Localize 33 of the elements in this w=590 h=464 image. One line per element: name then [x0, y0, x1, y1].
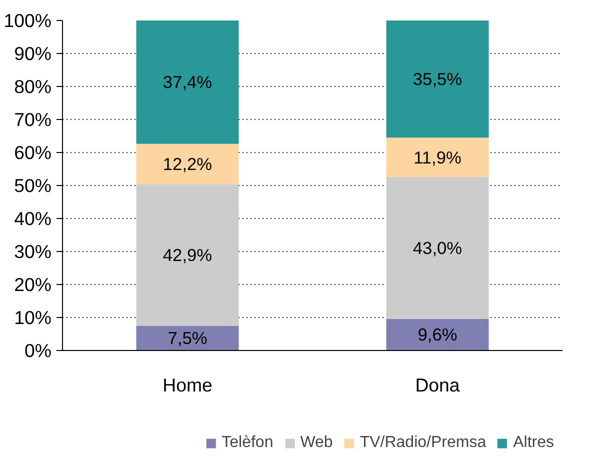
- x-tick-label: Home: [162, 374, 212, 396]
- bar: [136, 184, 239, 326]
- y-tick-label: 20%: [14, 274, 52, 295]
- y-tick-label: 70%: [14, 109, 52, 130]
- y-tick-label: 50%: [14, 175, 52, 196]
- legend-label: TV/Radio/Premsa: [360, 434, 486, 452]
- y-tick-label: 10%: [14, 307, 52, 328]
- data-label: 12,2%: [162, 154, 212, 174]
- x-tick-label: Dona: [415, 374, 460, 396]
- legend-label: Telèfon: [222, 434, 274, 452]
- y-tick-label: 0%: [24, 340, 52, 361]
- bar: [386, 20, 489, 138]
- data-label: 9,6%: [418, 324, 458, 345]
- y-tick-label: 40%: [14, 208, 52, 229]
- bar: [136, 144, 239, 184]
- y-tick-label: 30%: [14, 241, 52, 262]
- data-label: 7,5%: [168, 328, 208, 348]
- bar: [136, 20, 239, 144]
- legend-label: Web: [300, 434, 333, 452]
- bar: [386, 138, 489, 177]
- y-tick-label: 100%: [4, 10, 52, 31]
- data-label: 11,9%: [414, 147, 462, 168]
- bar: [136, 326, 239, 350]
- legend-label: Altres: [513, 434, 554, 452]
- data-label: 37,4%: [162, 72, 212, 92]
- y-tick-label: 60%: [14, 142, 52, 163]
- y-tick-label: 90%: [14, 43, 52, 64]
- bar: [386, 318, 489, 350]
- bar: [386, 176, 489, 319]
- y-tick-label: 80%: [14, 76, 52, 97]
- data-label: 42,9%: [162, 244, 212, 265]
- data-label: 43,0%: [412, 238, 462, 258]
- data-label: 35,5%: [412, 69, 462, 90]
